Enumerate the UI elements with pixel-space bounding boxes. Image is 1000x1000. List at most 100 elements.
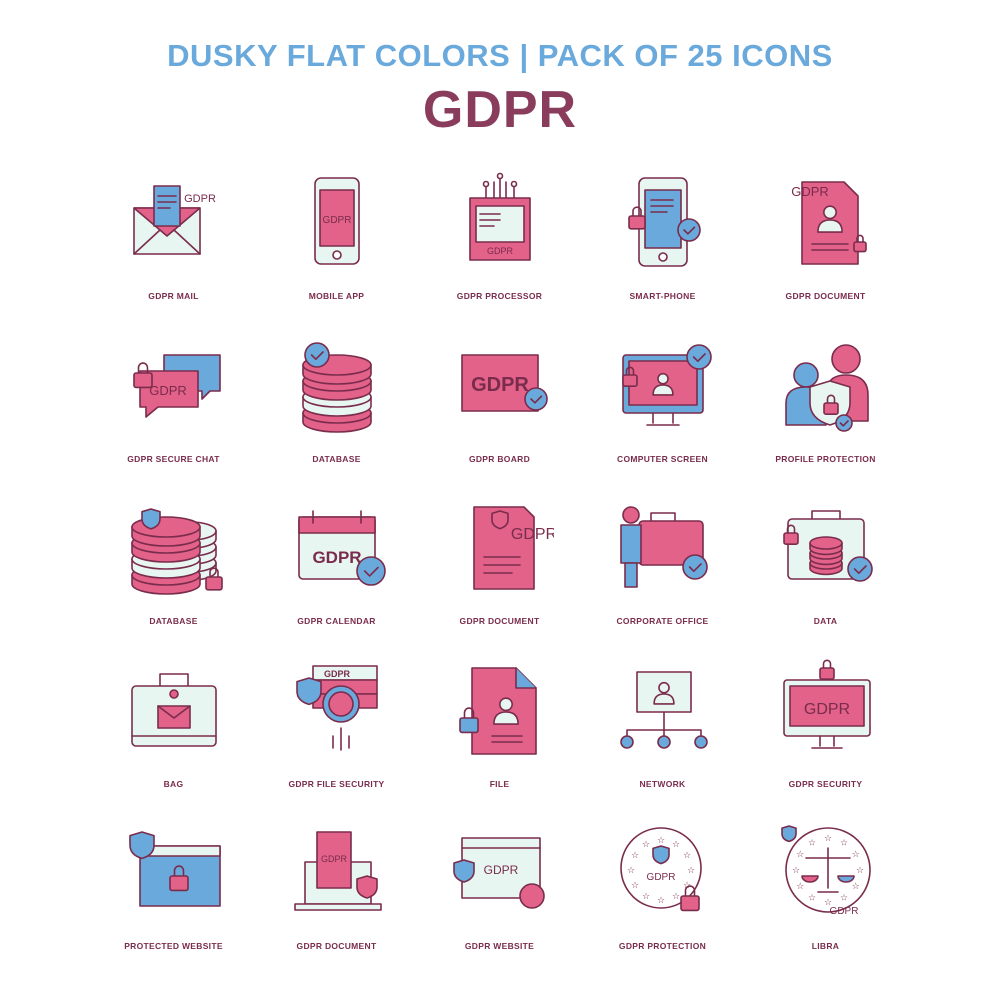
svg-text:☆: ☆	[671, 840, 679, 850]
icon-grid: GDPR GDPR MAIL GDPR MOBILE APP GDPR GDPR PROC…	[92, 162, 907, 982]
calendar-icon: GDPR	[283, 487, 391, 606]
svg-text:GDPR: GDPR	[646, 872, 675, 883]
svg-text:☆: ☆	[807, 838, 815, 848]
svg-text:GDPR: GDPR	[323, 669, 350, 679]
page-title: GDPR	[422, 81, 578, 139]
icon-label: GDPR SECURITY	[788, 778, 863, 789]
icon-tile: NETWORK	[581, 650, 744, 813]
svg-text:☆: ☆	[851, 882, 859, 892]
svg-text:☆: ☆	[682, 881, 690, 891]
mail-icon: GDPR	[120, 162, 228, 281]
icon-label: SMART-PHONE	[629, 291, 696, 301]
svg-text:☆: ☆	[656, 896, 664, 906]
icon-label: LIBRA	[811, 941, 840, 951]
libra-scales-icon: ☆ ☆ ☆ ☆ ☆ ☆ ☆ ☆ ☆ ☆ ☆ ☆ GDPR	[772, 812, 880, 931]
icon-label: GDPR CALENDAR	[297, 616, 376, 626]
svg-text:GDPR: GDPR	[803, 701, 849, 718]
svg-text:☆: ☆	[641, 840, 649, 850]
smartphone-icon	[609, 162, 717, 281]
icon-label: MOBILE APP	[308, 291, 365, 301]
svg-text:☆: ☆	[851, 850, 859, 860]
network-icon	[609, 650, 717, 769]
svg-text:☆: ☆	[656, 836, 664, 846]
icon-tile: FILE	[418, 650, 581, 813]
computer-screen-icon	[609, 325, 717, 444]
icon-tile: GDPR GDPR SECURE CHAT	[92, 325, 255, 488]
svg-text:☆: ☆	[671, 892, 679, 902]
protected-website-icon	[120, 812, 228, 931]
icon-label: CORPORATE OFFICE	[616, 616, 709, 626]
corporate-office-icon	[609, 487, 717, 606]
data-briefcase-icon	[772, 487, 880, 606]
icon-tile: CORPORATE OFFICE	[581, 487, 744, 650]
svg-text:☆: ☆	[823, 898, 831, 908]
icon-label: GDPR DOCUMENT	[296, 941, 377, 951]
icon-label: GDPR DOCUMENT	[785, 291, 866, 301]
icon-tile: GDPR GDPR DOCUMENT	[418, 487, 581, 650]
icon-tile: ☆ ☆ ☆ ☆ ☆ ☆ ☆ ☆ ☆ ☆ ☆ ☆ GDPR LIBRA	[744, 812, 907, 975]
icon-tile: PROTECTED WEBSITE	[92, 812, 255, 975]
icon-label: GDPR MAIL	[148, 291, 199, 301]
icon-label: GDPR WEBSITE	[464, 941, 535, 951]
icon-label: DATA	[813, 616, 838, 626]
svg-text:☆: ☆	[630, 851, 638, 861]
icon-tile: GDPR GDPR CALENDAR	[255, 487, 418, 650]
svg-text:☆: ☆	[839, 838, 847, 848]
icon-label: GDPR DOCUMENT	[459, 616, 540, 626]
svg-text:GDPR: GDPR	[791, 184, 829, 199]
icon-label: GDPR PROCESSOR	[456, 291, 543, 301]
document-shield-icon: GDPR	[446, 487, 557, 606]
icon-label: GDPR BOARD	[468, 453, 531, 464]
icon-label: GDPR FILE SECURITY	[288, 778, 385, 789]
svg-text:☆: ☆	[630, 881, 638, 891]
icon-tile: ☆ ☆ ☆ ☆ ☆ ☆ ☆ ☆ ☆ ☆ ☆ ☆ GDPR GDPR PROTECTION	[581, 812, 744, 975]
file-security-icon: GDPR	[283, 650, 391, 769]
icon-tile: GDPR GDPR WEBSITE	[418, 812, 581, 975]
icon-tile: COMPUTER SCREEN	[581, 325, 744, 488]
document-icon: GDPR	[772, 162, 880, 281]
icon-label: GDPR PROTECTION	[618, 941, 707, 951]
svg-text:☆: ☆	[686, 866, 694, 876]
svg-text:☆: ☆	[791, 866, 799, 876]
svg-text:GDPR: GDPR	[483, 863, 518, 877]
svg-text:GDPR: GDPR	[486, 246, 513, 256]
pack-tagline: DUSKY FLAT COLORS | PACK OF 25 ICONS	[167, 38, 833, 73]
website-icon: GDPR	[446, 812, 554, 931]
bag-icon	[120, 650, 228, 769]
icon-label: DATABASE	[149, 616, 198, 626]
svg-text:GDPR: GDPR	[184, 193, 216, 205]
icon-label: PROFILE PROTECTION	[775, 453, 876, 464]
database-icon	[283, 325, 391, 444]
board-icon: GDPR	[446, 325, 554, 444]
profile-protection-icon	[772, 325, 880, 444]
svg-text:☆: ☆	[839, 894, 847, 904]
svg-text:GDPR: GDPR	[829, 906, 858, 917]
icon-tile: BAG	[92, 650, 255, 813]
icon-label: FILE	[489, 778, 510, 789]
secure-chat-icon: GDPR	[120, 325, 228, 444]
svg-text:☆: ☆	[855, 866, 863, 876]
icon-label: DATABASE	[312, 453, 361, 464]
icon-tile: DATA	[744, 487, 907, 650]
icon-tile: GDPR GDPR FILE SECURITY	[255, 650, 418, 813]
svg-text:GDPR: GDPR	[149, 383, 187, 398]
icon-tile: PROFILE PROTECTION	[744, 325, 907, 488]
icon-tile: DATABASE	[255, 325, 418, 488]
svg-text:☆: ☆	[682, 851, 690, 861]
icon-label: GDPR SECURE CHAT	[127, 453, 220, 464]
svg-text:GDPR: GDPR	[510, 526, 553, 543]
icon-tile: GDPR GDPR BOARD	[418, 325, 581, 488]
svg-text:☆: ☆	[796, 850, 804, 860]
icon-tile: GDPR GDPR DOCUMENT	[255, 812, 418, 975]
svg-text:☆: ☆	[626, 866, 634, 876]
monitor-security-icon: GDPR	[772, 650, 880, 769]
svg-text:☆: ☆	[796, 882, 804, 892]
icon-tile: GDPR GDPR MAIL	[92, 162, 255, 325]
file-icon	[446, 650, 554, 769]
icon-tile: GDPR MOBILE APP	[255, 162, 418, 325]
svg-text:GDPR: GDPR	[320, 854, 347, 864]
laptop-document-icon: GDPR	[283, 812, 391, 931]
svg-text:☆: ☆	[641, 892, 649, 902]
svg-text:GDPR: GDPR	[322, 215, 351, 226]
processor-icon: GDPR	[446, 162, 554, 281]
